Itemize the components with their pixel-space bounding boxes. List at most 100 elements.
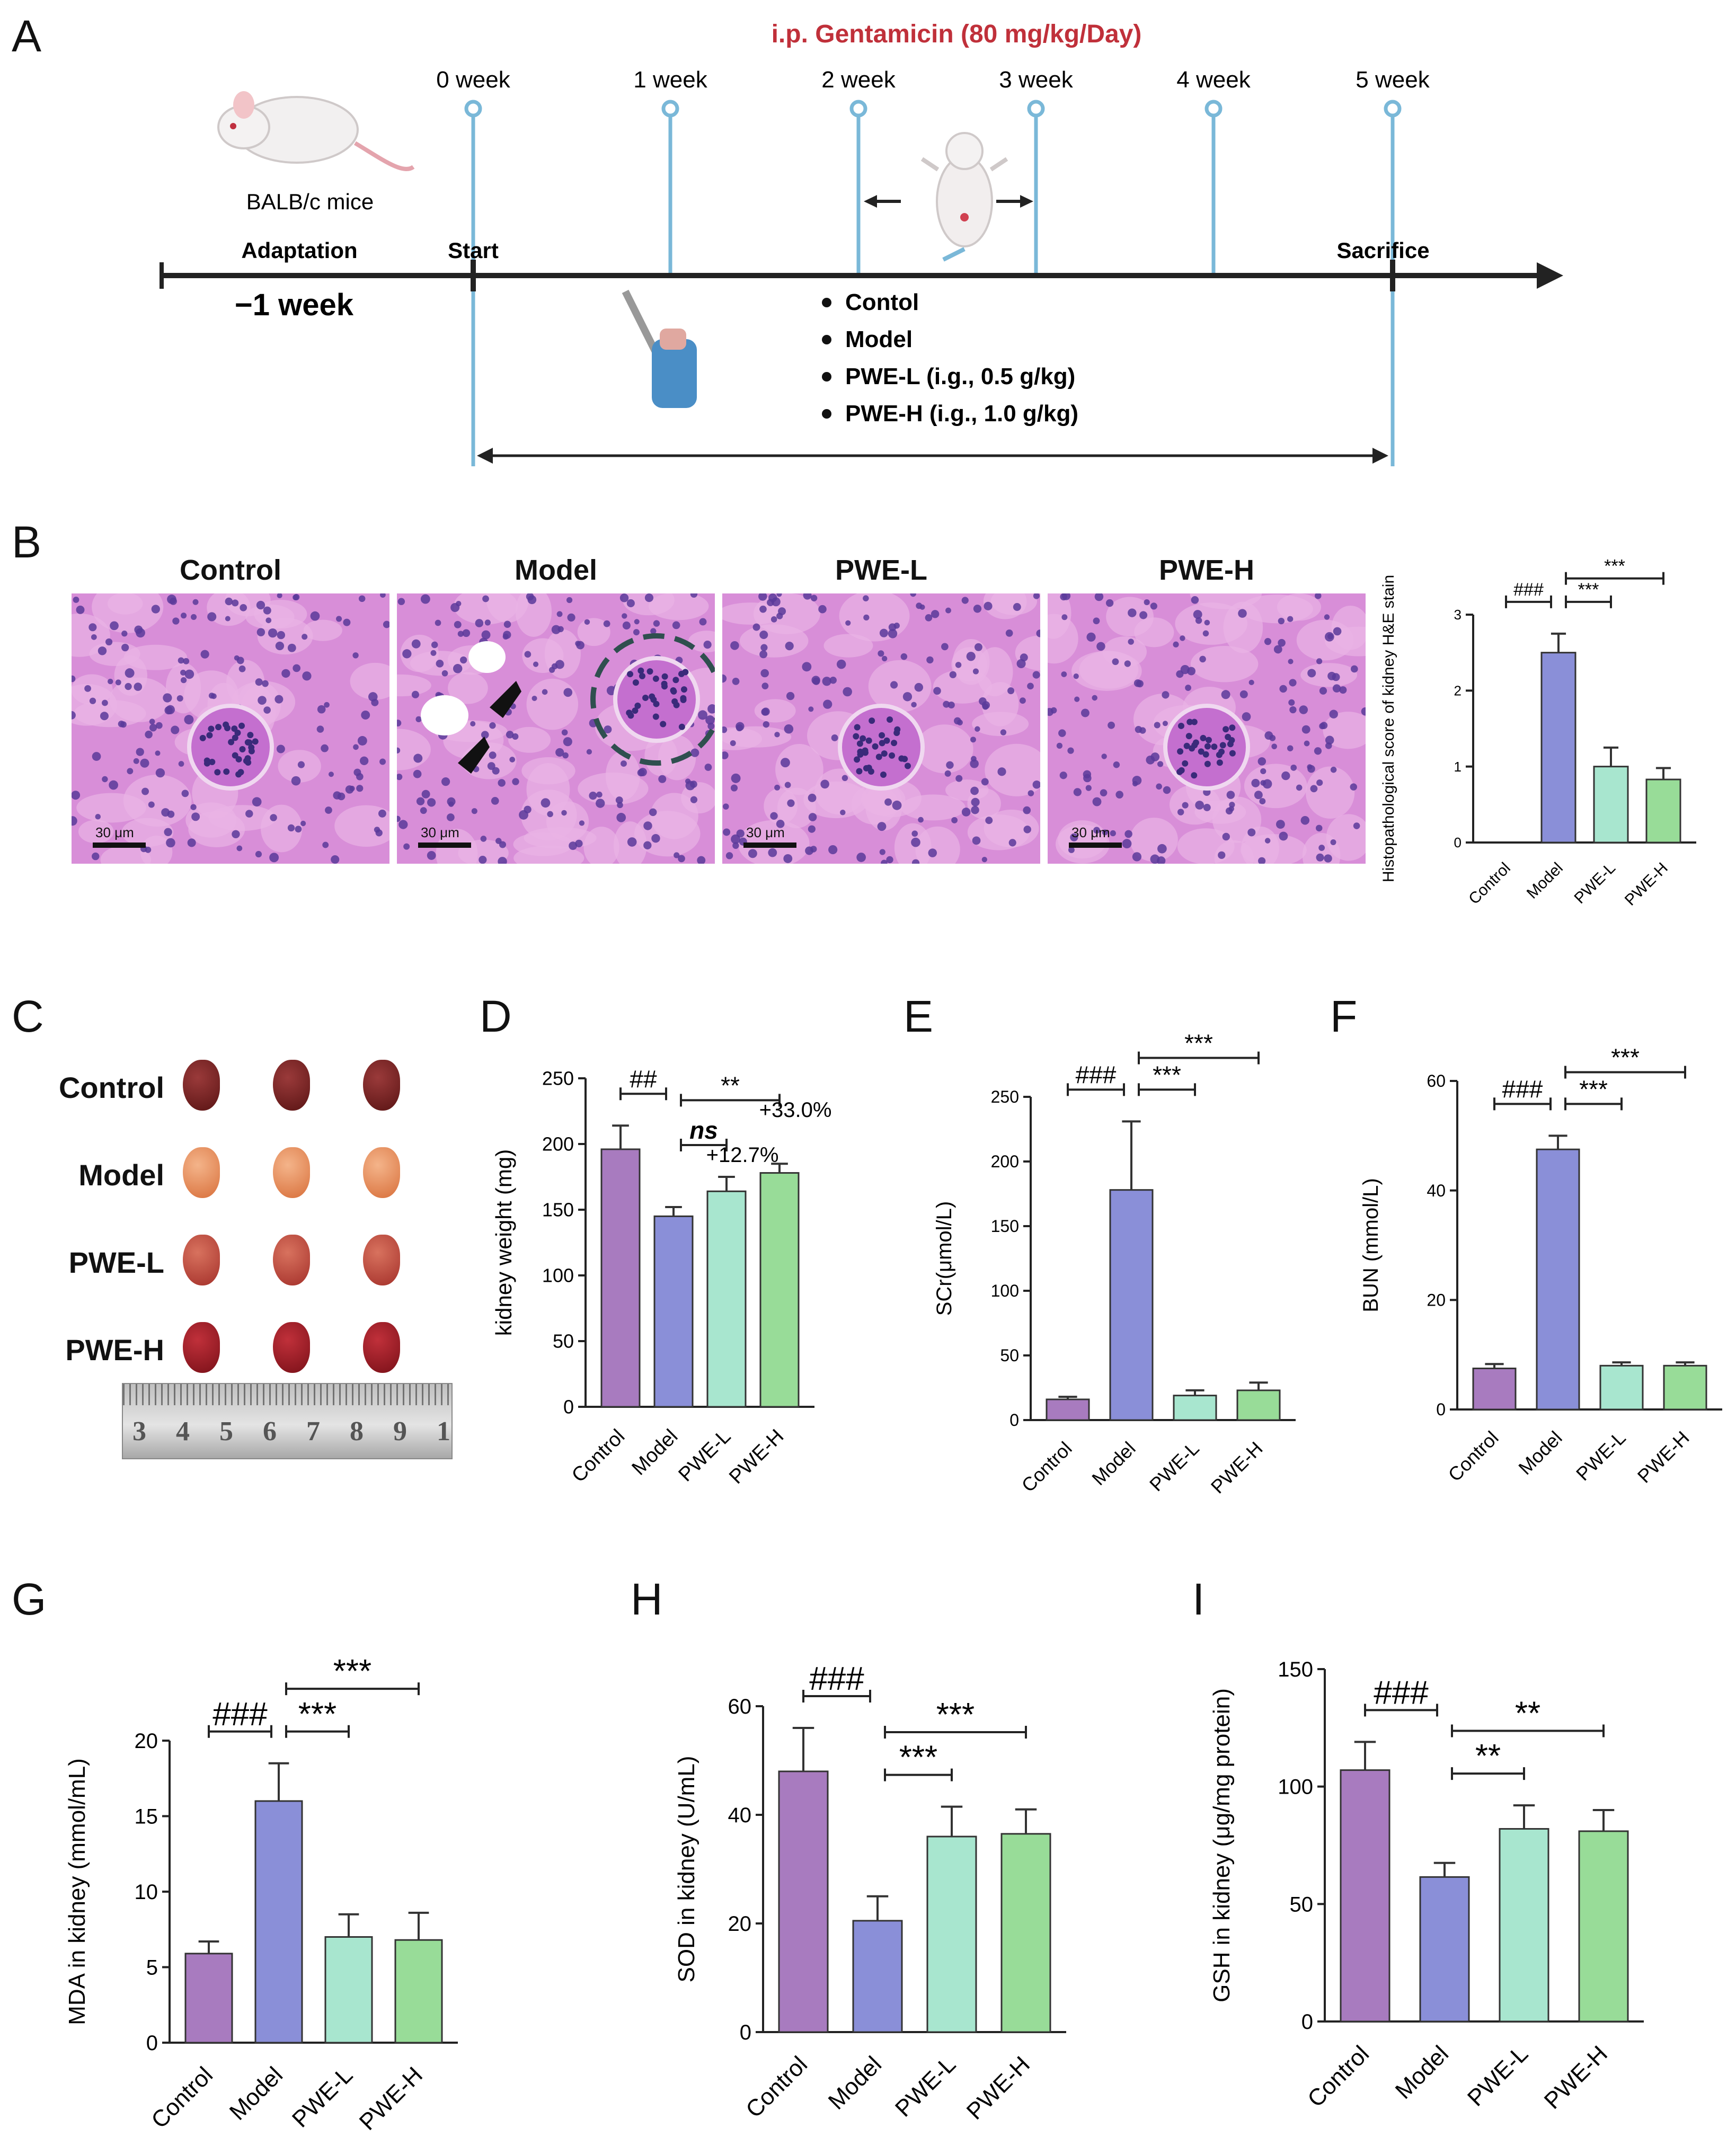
nucleus: [957, 720, 963, 725]
glomerular-nucleus: [1205, 737, 1212, 743]
glomerular-nucleus: [680, 686, 687, 693]
tubule: [526, 678, 579, 730]
injection-illustration: [622, 289, 697, 408]
category-label: Model: [1524, 859, 1566, 902]
nucleus: [803, 593, 812, 600]
nucleus: [1287, 616, 1294, 622]
glomerular-nucleus: [1177, 748, 1184, 755]
nucleus: [322, 841, 329, 848]
nucleus: [1251, 778, 1260, 787]
nucleus: [877, 822, 887, 831]
nucleus: [1080, 708, 1090, 717]
tubule: [823, 634, 873, 658]
nucleus: [1299, 705, 1308, 714]
histology-image-0: 30 μm: [72, 593, 389, 864]
nucleus: [1290, 764, 1297, 771]
tubule: [1296, 619, 1354, 661]
nucleus: [1023, 826, 1031, 833]
panel-letter-g: G: [12, 1574, 47, 1624]
nucleus: [1307, 669, 1316, 678]
nucleus: [295, 826, 302, 833]
nucleus: [931, 610, 940, 618]
nucleus: [672, 621, 680, 629]
histology-image-2: 30 μm: [722, 593, 1040, 864]
nucleus: [471, 808, 477, 814]
tubule: [100, 845, 152, 864]
nucleus: [697, 856, 706, 864]
sacrifice-label: Sacrifice: [1336, 238, 1429, 263]
glomerular-nucleus: [1227, 741, 1234, 748]
nucleus: [127, 768, 134, 775]
nucleus: [1085, 785, 1092, 791]
nucleus: [180, 669, 187, 676]
nucleus: [1289, 706, 1297, 714]
nucleus: [187, 838, 196, 847]
nucleus: [1353, 822, 1360, 829]
nucleus: [596, 791, 603, 798]
glomerular-nucleus: [1218, 748, 1225, 755]
nucleus: [1257, 757, 1266, 766]
group-bullet-2: [822, 372, 831, 382]
y-tick-label: 150: [542, 1199, 574, 1221]
glomerular-nucleus: [883, 737, 890, 744]
nucleus: [928, 848, 937, 857]
y-axis-label: SCr(μmol/L): [933, 1201, 956, 1316]
nucleus: [72, 791, 81, 800]
nucleus: [324, 702, 330, 708]
bar-control: [778, 1770, 829, 2033]
nucleus: [918, 817, 924, 823]
nucleus: [951, 817, 958, 823]
nucleus: [690, 748, 699, 757]
nucleus: [971, 756, 977, 762]
tubule: [397, 674, 431, 697]
nucleus: [240, 604, 247, 611]
nucleus: [457, 631, 464, 637]
nucleus: [481, 731, 489, 739]
nucleus: [1324, 854, 1332, 863]
nucleus: [1325, 735, 1334, 745]
nucleus: [604, 725, 612, 734]
nucleus: [503, 620, 511, 628]
y-axis-label: MDA in kidney (mmol/mL): [64, 1758, 90, 2025]
nucleus: [275, 641, 285, 651]
nucleus: [1361, 707, 1366, 716]
kidney-1-1: [273, 1147, 310, 1198]
glomerular-nucleus: [880, 772, 887, 778]
nucleus: [310, 611, 320, 621]
nucleus: [831, 734, 838, 741]
tubule: [754, 699, 796, 723]
nucleus: [674, 852, 680, 858]
nucleus: [421, 790, 430, 799]
glomerular-nucleus: [632, 707, 639, 714]
significance-label: ###: [1374, 1674, 1429, 1711]
tubule: [722, 602, 785, 625]
category-label: PWE-H: [1622, 859, 1671, 909]
nucleus: [207, 612, 217, 622]
y-tick-label: 250: [991, 1087, 1019, 1106]
panel-letter-h: H: [631, 1574, 663, 1624]
nucleus: [723, 803, 729, 810]
nucleus: [1258, 857, 1266, 864]
nucleus: [562, 752, 569, 759]
nucleus: [72, 711, 76, 720]
start-label: Start: [448, 238, 499, 263]
glomerular-nucleus: [206, 732, 213, 739]
significance-label: ***: [333, 1653, 371, 1690]
nucleus: [730, 784, 738, 792]
significance-label: ns: [689, 1116, 718, 1144]
nucleus: [748, 849, 757, 858]
nucleus: [823, 699, 832, 709]
nucleus: [107, 678, 113, 685]
nucleus: [184, 669, 194, 679]
nucleus: [462, 629, 471, 637]
tubule: [400, 634, 439, 672]
tubule: [486, 593, 529, 623]
nucleus: [263, 606, 271, 615]
nucleus: [949, 671, 956, 678]
glomerular-nucleus: [199, 734, 206, 741]
nucleus: [1218, 851, 1226, 859]
significance-label: ###: [1076, 1061, 1117, 1088]
nucleus: [1264, 638, 1272, 645]
nucleus: [911, 859, 920, 864]
nucleus: [1327, 633, 1333, 640]
